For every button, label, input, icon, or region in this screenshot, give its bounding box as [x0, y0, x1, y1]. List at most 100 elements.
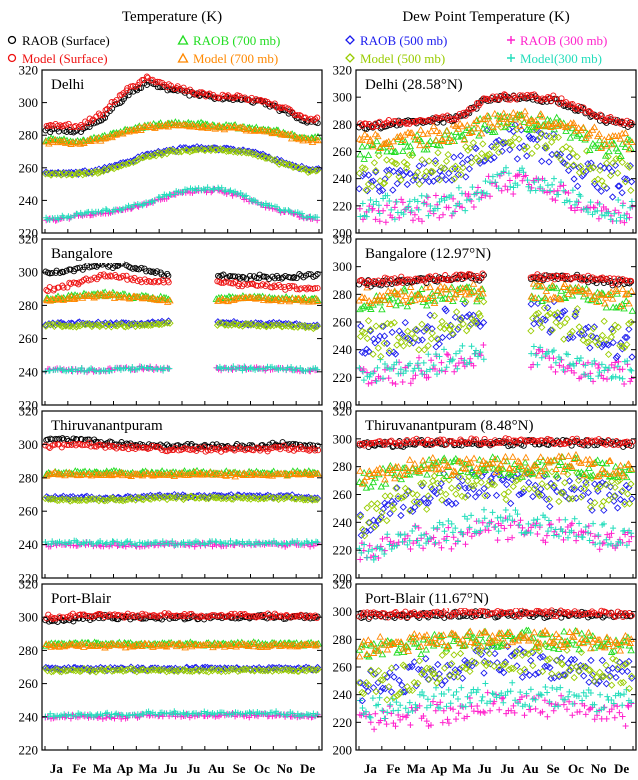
- data-point: [416, 141, 424, 149]
- data-point: [597, 187, 605, 195]
- data-point: [375, 187, 384, 195]
- data-point: [87, 134, 95, 142]
- data-point: [62, 171, 71, 179]
- data-point: [513, 96, 520, 103]
- data-point: [231, 447, 238, 454]
- data-point: [399, 379, 406, 385]
- data-point: [372, 377, 379, 384]
- data-point: [87, 443, 94, 450]
- data-point: [498, 187, 505, 194]
- data-point: [623, 175, 631, 183]
- data-point: [415, 206, 422, 213]
- data-point: [569, 101, 576, 108]
- data-point: [281, 160, 290, 169]
- data-point: [180, 445, 187, 453]
- data-point: [275, 274, 282, 281]
- data-point: [188, 121, 197, 129]
- data-point: [188, 470, 196, 477]
- data-point: [101, 497, 109, 505]
- data-point: [527, 187, 534, 194]
- data-point: [103, 496, 112, 505]
- data-point: [174, 148, 183, 156]
- data-point: [390, 118, 398, 125]
- data-point: [393, 179, 401, 188]
- data-point: [136, 539, 143, 546]
- legend-model-500: Model (500 mb): [360, 51, 445, 66]
- data-point: [56, 435, 63, 442]
- data-point: [579, 123, 588, 131]
- data-point: [166, 319, 174, 327]
- data-point: [96, 112, 104, 119]
- legend-marker-circle-icon: [7, 53, 17, 63]
- data-point: [73, 293, 81, 301]
- data-point: [99, 540, 106, 547]
- data-point: [450, 153, 458, 161]
- data-point: [242, 126, 251, 134]
- data-point: [163, 150, 171, 158]
- data-point: [303, 641, 312, 648]
- data-point: [201, 541, 208, 548]
- data-point: [483, 151, 492, 159]
- data-point: [197, 493, 205, 502]
- y-tick-label: 220: [19, 743, 39, 758]
- data-point: [77, 611, 84, 618]
- data-point: [157, 541, 164, 548]
- data-point: [468, 158, 476, 167]
- data-point: [290, 641, 299, 648]
- data-point: [301, 322, 309, 330]
- data-point: [165, 667, 174, 675]
- data-point: [250, 126, 258, 134]
- data-point: [226, 642, 235, 649]
- data-point: [506, 146, 514, 154]
- data-point: [486, 118, 494, 126]
- data-point: [516, 122, 524, 129]
- data-point: [254, 495, 262, 503]
- data-point: [172, 469, 181, 477]
- data-point: [71, 124, 78, 131]
- data-point: [383, 365, 390, 371]
- data-point: [215, 319, 223, 328]
- data-point: [218, 279, 225, 286]
- data-point: [431, 157, 440, 165]
- data-point: [314, 136, 322, 144]
- data-point: [602, 159, 611, 167]
- data-point: [67, 266, 74, 273]
- data-point: [169, 538, 176, 545]
- data-point: [364, 151, 373, 159]
- data-point: [49, 538, 56, 545]
- data-point: [469, 184, 476, 191]
- data-point: [616, 134, 625, 142]
- data-point: [555, 191, 562, 198]
- data-point: [465, 129, 474, 136]
- data-point: [277, 365, 284, 372]
- data-point: [429, 122, 438, 130]
- data-point: [307, 640, 316, 648]
- data-point: [246, 272, 254, 279]
- data-point: [438, 195, 445, 202]
- data-point: [614, 147, 622, 154]
- data-point: [441, 130, 449, 138]
- data-point: [301, 468, 310, 476]
- data-point: [139, 665, 147, 674]
- data-point: [378, 186, 387, 195]
- data-point: [617, 152, 625, 159]
- y-tick-label: 320: [19, 63, 39, 78]
- data-point: [111, 715, 118, 722]
- data-point: [469, 139, 478, 147]
- data-point: [408, 129, 416, 136]
- data-point: [578, 374, 585, 381]
- data-point: [282, 442, 289, 449]
- data-point: [407, 380, 414, 387]
- data-point: [257, 152, 266, 161]
- data-point: [58, 322, 66, 331]
- data-point: [617, 214, 624, 221]
- data-point: [88, 276, 95, 283]
- data-point: [439, 137, 448, 144]
- data-point: [504, 96, 511, 103]
- data-point: [391, 216, 398, 223]
- data-point: [426, 137, 435, 145]
- data-point: [261, 294, 270, 301]
- data-point: [473, 347, 479, 354]
